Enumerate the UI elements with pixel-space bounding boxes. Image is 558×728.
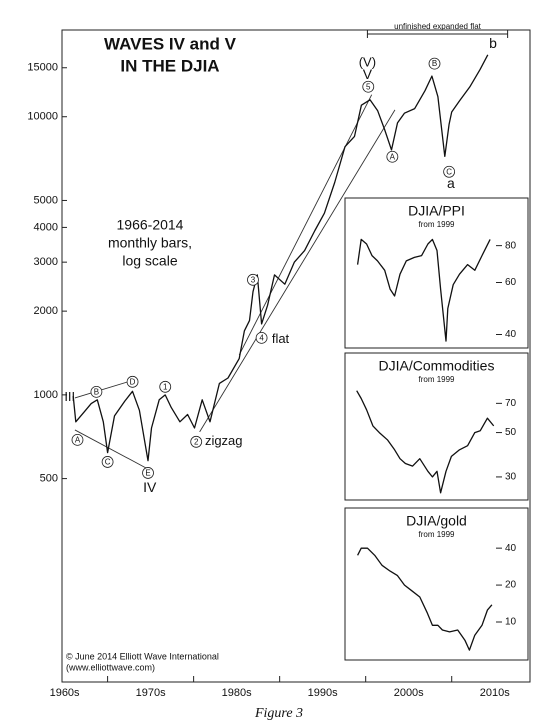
wave-circle [71, 433, 84, 446]
plot-frame [344, 352, 529, 501]
wave-circle [386, 150, 399, 163]
annotation: flat [272, 331, 290, 346]
credit: © June 2014 Elliott Wave International [66, 651, 219, 661]
annotation: (V) [359, 55, 376, 70]
trend-line [199, 109, 396, 433]
x-tick-label: 1960s [50, 687, 80, 699]
wave-circle [247, 273, 259, 286]
wave-circle [159, 380, 172, 393]
figure-caption: Figure 3 [254, 706, 303, 721]
y-tick-label: 4000 [34, 221, 58, 233]
wave-label: A [75, 435, 81, 444]
inset-subtitle: from 1999 [418, 375, 455, 384]
annotation: IV [143, 479, 157, 495]
wave-label: D [130, 377, 136, 386]
y-tick-label: 60 [505, 277, 517, 288]
series-line [357, 547, 493, 651]
plot-frame [344, 197, 529, 349]
wave-circle [428, 57, 441, 70]
y-tick-label: 500 [40, 472, 58, 484]
wave-label: 2 [194, 437, 199, 446]
series-line [356, 238, 491, 342]
y-tick-label: 30 [505, 472, 517, 483]
inset-title: DJIA/Commodities [379, 358, 495, 374]
wave-label: 5 [366, 82, 371, 91]
x-tick-label: 2000s [394, 687, 424, 699]
y-tick-label: 20 [505, 580, 517, 591]
wave-circle [255, 331, 268, 344]
chart-subtitle: log scale [122, 253, 177, 269]
annotation: zigzag [205, 433, 243, 448]
credit: (www.elliottwave.com) [66, 662, 155, 672]
y-tick-label: 5000 [34, 194, 58, 206]
wave-label: B [432, 59, 437, 68]
y-tick-label: 10 [505, 617, 517, 628]
wave-label: 1 [163, 382, 168, 391]
annotation: b [489, 35, 497, 51]
inset-title: DJIA/gold [406, 513, 467, 529]
wave-label: 3 [251, 275, 256, 284]
chart-subtitle: monthly bars, [108, 235, 192, 251]
wave-circle [362, 80, 375, 93]
wave-circle [190, 435, 203, 448]
y-tick-label: 1000 [34, 389, 58, 401]
annotation: a [447, 175, 455, 191]
wave-label: 4 [259, 333, 264, 342]
y-tick-label: 40 [505, 329, 517, 340]
wave-circle [126, 375, 139, 388]
y-tick-label: 3000 [34, 256, 58, 268]
wave-circle [443, 165, 456, 178]
y-tick-label: 80 [505, 240, 517, 251]
y-tick-label: 2000 [34, 305, 58, 317]
annotation: V [363, 66, 373, 82]
wave-circle [90, 385, 103, 398]
wave-circle [142, 467, 154, 479]
wave-label: B [94, 387, 99, 396]
inset-subtitle: from 1999 [418, 530, 455, 539]
y-tick-label: 70 [505, 398, 517, 409]
y-tick-label: 40 [505, 543, 517, 554]
chart-subtitle: 1966-2014 [117, 217, 184, 233]
series-line [356, 390, 495, 494]
plot-frame [344, 507, 529, 661]
wave-label: A [390, 152, 396, 161]
wave-circle [101, 456, 114, 468]
wave-label: C [446, 167, 452, 176]
inset-subtitle: from 1999 [418, 220, 455, 229]
annotation: III [64, 389, 75, 404]
wave-label: E [145, 469, 150, 478]
y-tick-label: 10000 [27, 111, 58, 123]
inset-title: DJIA/PPI [408, 203, 465, 219]
trend-line [74, 429, 150, 471]
series-line [72, 54, 489, 462]
trend-line [74, 379, 135, 399]
x-tick-label: 1990s [308, 687, 338, 699]
y-tick-label: 15000 [27, 62, 58, 74]
y-tick-label: 50 [505, 427, 517, 438]
bracket-label: unfinished expanded flat [394, 22, 482, 31]
x-tick-label: 2010s [480, 687, 510, 699]
wave-label: C [105, 458, 111, 467]
chart-title: WAVES IV and V [104, 34, 237, 53]
x-tick-label: 1970s [136, 687, 166, 699]
x-tick-label: 1980s [222, 687, 252, 699]
bracket [366, 30, 509, 38]
trend-line [238, 94, 373, 356]
chart-title: IN THE DJIA [120, 56, 219, 75]
